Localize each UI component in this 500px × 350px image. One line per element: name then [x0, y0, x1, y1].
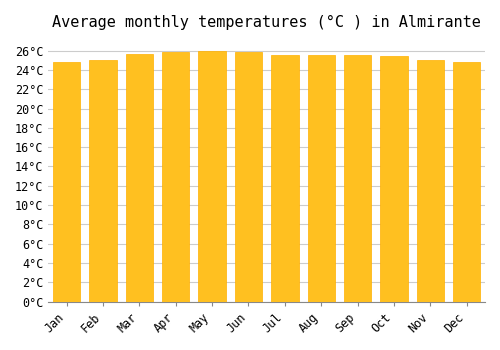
- Bar: [271, 55, 298, 302]
- Bar: [417, 60, 444, 302]
- Bar: [453, 62, 480, 302]
- Bar: [90, 60, 117, 302]
- Title: Average monthly temperatures (°C ) in Almirante: Average monthly temperatures (°C ) in Al…: [52, 15, 481, 30]
- Bar: [198, 50, 226, 302]
- Bar: [344, 55, 372, 302]
- Bar: [162, 51, 190, 302]
- Bar: [380, 56, 407, 302]
- Bar: [308, 55, 335, 302]
- Bar: [235, 52, 262, 302]
- Bar: [53, 62, 80, 302]
- Bar: [126, 55, 153, 302]
